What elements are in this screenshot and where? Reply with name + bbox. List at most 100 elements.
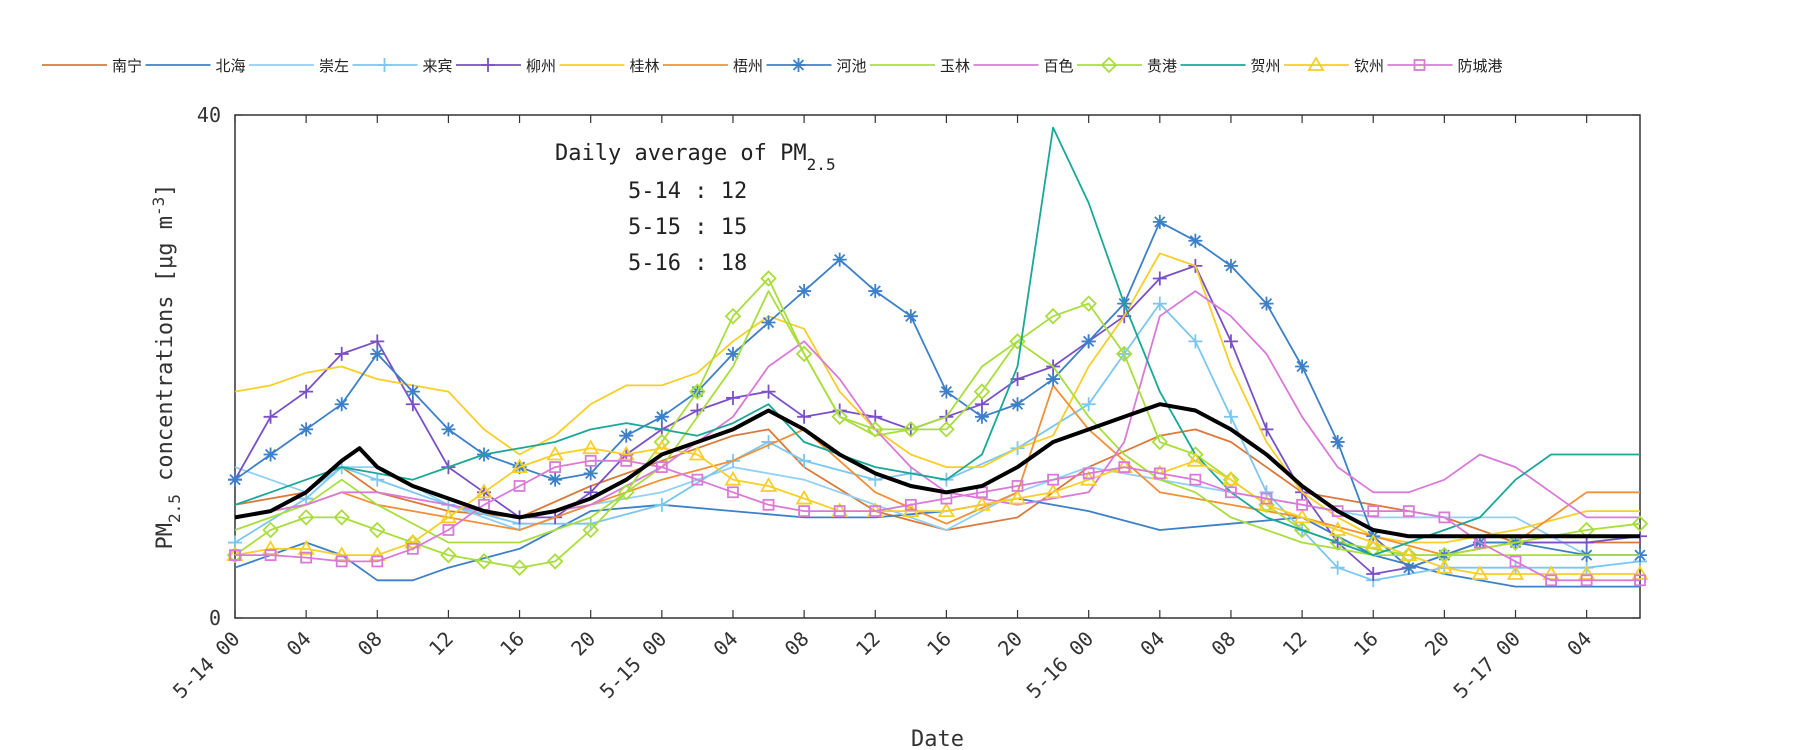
annotation-line: 5-16 : 18 — [628, 251, 747, 276]
data-point — [761, 315, 776, 330]
data-point — [1151, 433, 1169, 451]
data-point — [1578, 565, 1596, 580]
series-北海 — [234, 497, 1640, 588]
data-point — [1296, 498, 1308, 511]
data-point — [1400, 546, 1418, 562]
series-line — [234, 402, 1640, 539]
data-point — [724, 307, 742, 325]
data-point — [440, 546, 457, 564]
data-point — [833, 505, 846, 518]
data-point — [1507, 534, 1524, 551]
legend-label: 来宾 — [423, 57, 453, 75]
legend-item: 百色 — [973, 57, 1074, 75]
data-point — [1401, 560, 1416, 575]
data-point — [584, 454, 597, 467]
data-point — [1222, 470, 1240, 486]
series-line — [234, 428, 1640, 544]
data-point — [1509, 555, 1522, 568]
data-point — [620, 454, 633, 467]
y-tick-label: 40 — [197, 103, 221, 127]
annotation-line: 5-14 : 12 — [628, 179, 747, 204]
data-point — [1046, 372, 1061, 387]
data-point — [439, 508, 457, 524]
data-point — [333, 509, 350, 526]
data-point — [938, 421, 955, 438]
legend-item: 来宾 — [352, 57, 453, 75]
data-point — [902, 421, 920, 438]
data-point — [797, 284, 812, 299]
data-point — [582, 521, 599, 539]
x-tick-label: 08 — [353, 627, 387, 661]
legend-label: 贵港 — [1147, 57, 1177, 75]
annotation-line: 5-15 : 15 — [628, 215, 747, 240]
legend-item: 柳州 — [456, 57, 556, 75]
data-point — [1471, 565, 1489, 580]
series-line — [234, 302, 1641, 582]
data-point — [617, 483, 635, 501]
data-point — [1115, 345, 1133, 363]
data-point — [1259, 296, 1274, 311]
x-tick-label: 5-15 00 — [595, 627, 672, 704]
legend: 南宁 北海 崇左 来宾 柳州 桂林 梧州 河池 玉林 百色 贵港 贺州 钦州 防城港 — [42, 56, 1503, 75]
series-line — [234, 384, 1640, 556]
data-point — [689, 383, 706, 400]
legend-label: 桂林 — [630, 57, 660, 75]
data-point — [262, 540, 280, 555]
x-tick-label: 04 — [709, 627, 743, 661]
data-point — [228, 472, 242, 487]
data-point — [406, 542, 419, 555]
data-point — [1152, 271, 1167, 286]
legend-item: 河池 — [766, 57, 867, 75]
legend-item: 防城港 — [1387, 57, 1503, 75]
data-point — [761, 434, 776, 449]
legend-item: 钦州 — [1284, 56, 1384, 75]
data-point — [655, 461, 668, 474]
data-point — [1506, 565, 1525, 580]
data-point — [869, 505, 882, 518]
series-防城港 — [229, 454, 1646, 587]
legend-label: 贺州 — [1251, 57, 1281, 75]
data-point — [1329, 521, 1347, 536]
data-point — [441, 422, 456, 437]
data-point — [510, 458, 529, 473]
data-point — [832, 252, 847, 267]
legend-item: 桂林 — [559, 57, 660, 75]
data-point — [727, 486, 739, 499]
legend-label: 北海 — [216, 57, 246, 75]
data-point — [1330, 434, 1345, 449]
data-point — [868, 284, 883, 299]
data-point — [1435, 558, 1453, 574]
x-tick-label: 08 — [1206, 627, 1240, 661]
legend-label: 梧州 — [733, 57, 763, 75]
data-point — [334, 346, 349, 361]
data-point — [831, 408, 848, 426]
data-point — [724, 470, 742, 486]
legend-marker — [481, 58, 495, 72]
data-point — [617, 445, 635, 461]
data-point — [1631, 515, 1649, 532]
data-point — [1545, 574, 1557, 587]
legend-label: 玉林 — [940, 57, 970, 75]
data-point — [1225, 486, 1237, 499]
data-point — [797, 409, 812, 424]
data-point — [513, 480, 526, 492]
data-point — [405, 397, 420, 412]
data-point — [1152, 214, 1167, 229]
data-point — [442, 524, 455, 536]
data-point — [654, 409, 669, 424]
legend-item: 梧州 — [663, 57, 763, 75]
data-point — [1081, 334, 1096, 349]
data-point — [1364, 533, 1382, 549]
x-tick-label: 5-16 00 — [1022, 627, 1099, 704]
series-line — [234, 497, 1640, 588]
x-tick-label: 04 — [1135, 627, 1169, 661]
data-point — [263, 409, 278, 424]
data-point — [335, 555, 348, 568]
y-axis: 0 40 — [197, 103, 1640, 630]
data-point — [511, 559, 528, 576]
legend-label: 崇左 — [319, 57, 349, 75]
data-point — [937, 502, 955, 518]
data-point — [725, 390, 740, 405]
series-百色 — [234, 290, 1640, 519]
